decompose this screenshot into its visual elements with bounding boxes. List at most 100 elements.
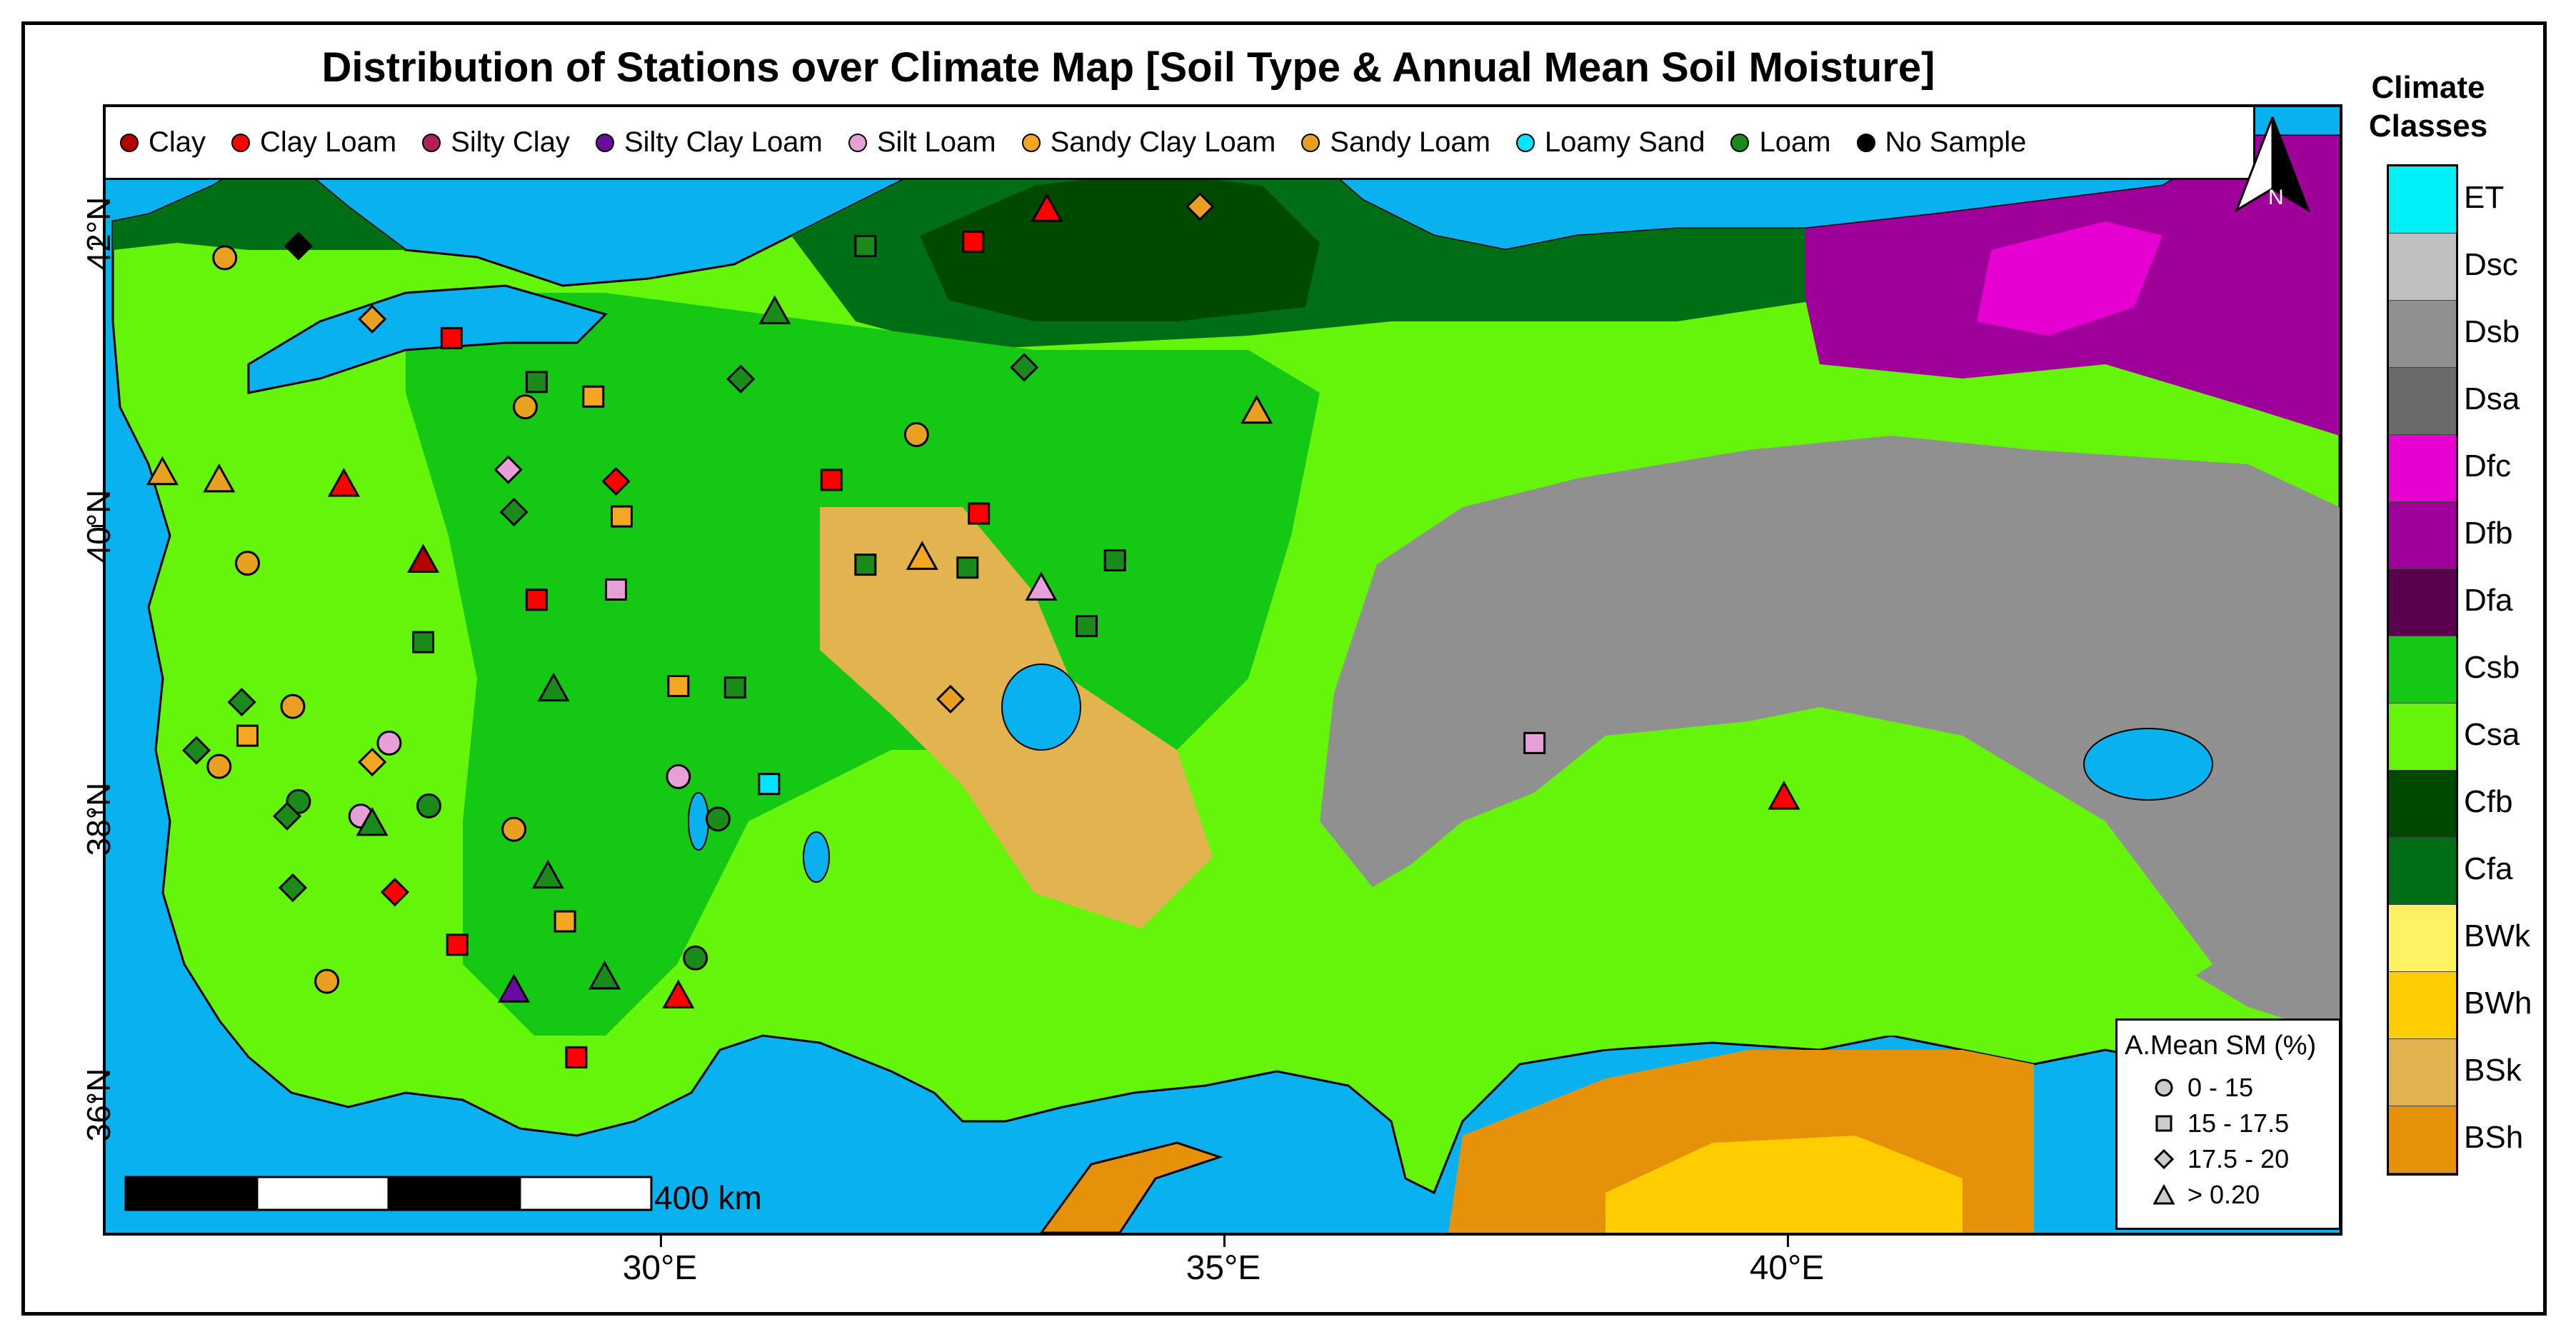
soil-type-legend: Clay Clay Loam Silty Clay Silty Clay Loam Si…	[106, 107, 2255, 180]
sm-legend-item: 17.5 - 20	[2125, 1141, 2332, 1177]
lon-label-30: 30°E	[622, 1249, 698, 1287]
station-marker	[683, 945, 708, 971]
stations-layer	[146, 192, 1800, 1068]
climate-label-cfa: Cfa	[2464, 851, 2513, 886]
triangle-icon	[2153, 1184, 2175, 1205]
soil-legend-item: No Sample	[1856, 126, 2027, 159]
soil-legend-item: Silty Clay	[422, 126, 570, 159]
climate-swatch-dsc	[2389, 234, 2456, 301]
tick-30e	[660, 1236, 662, 1247]
station-marker	[854, 234, 877, 257]
soil-color-dot-icon	[120, 133, 139, 152]
lake-beysehir	[803, 831, 830, 883]
sm-legend-item: > 0.20	[2125, 1177, 2332, 1213]
soil-moisture-legend: A.Mean SM (%) 0 - 15 15 - 17.5 17.5 - 20…	[2115, 1018, 2341, 1230]
station-marker	[962, 230, 985, 253]
station-marker	[1103, 549, 1126, 571]
climate-legend-title-line2: Classes	[2368, 109, 2488, 144]
station-marker	[1010, 353, 1039, 382]
diamond-icon	[2153, 1148, 2175, 1170]
soil-legend-item: Loamy Sand	[1515, 126, 1705, 159]
station-marker	[212, 245, 238, 271]
soil-legend-label: Silty Clay	[451, 126, 570, 158]
station-marker	[525, 589, 548, 611]
station-marker	[358, 747, 387, 777]
soil-legend-label: Loam	[1759, 126, 1831, 158]
figure-frame	[21, 21, 2547, 1316]
climate-swatch-bwh	[2389, 972, 2456, 1039]
station-marker	[380, 877, 410, 907]
soil-legend-label: No Sample	[1885, 126, 2027, 158]
station-marker	[758, 295, 791, 325]
soil-legend-label: Silt Loam	[876, 126, 996, 158]
soil-legend-label: Clay	[149, 126, 206, 158]
climate-label-csa: Csa	[2464, 717, 2520, 752]
station-marker	[610, 505, 633, 528]
tick-35e	[1223, 1236, 1226, 1247]
climate-label-csb: Csb	[2464, 650, 2520, 685]
map-title: Distribution of Stations over Climate Ma…	[321, 44, 1935, 91]
soil-legend-item: Loam	[1730, 126, 1831, 159]
climate-legend-title: Climate Classes	[2357, 69, 2500, 146]
station-marker	[446, 933, 468, 956]
station-marker	[705, 806, 731, 832]
northeast-dfc-patch	[1977, 221, 2162, 336]
station-marker	[723, 676, 746, 699]
station-marker	[956, 556, 979, 579]
station-marker	[553, 910, 576, 933]
climate-label-dsc: Dsc	[2464, 247, 2518, 282]
station-marker	[1241, 394, 1273, 424]
scale-bar-label: 400 km	[654, 1179, 762, 1216]
station-marker	[1768, 780, 1800, 810]
sm-legend-label: > 0.20	[2187, 1180, 2260, 1209]
climate-label-cfb: Cfb	[2464, 784, 2513, 819]
soil-color-dot-icon	[231, 133, 251, 152]
climate-swatch-et	[2389, 166, 2456, 234]
soil-legend-label: Sandy Loam	[1330, 126, 1490, 158]
station-marker	[1186, 192, 1215, 221]
station-marker	[358, 304, 387, 334]
climate-swatch-dfb	[2389, 502, 2456, 569]
soil-color-dot-icon	[1021, 133, 1041, 152]
cfb-forest-core	[920, 171, 1320, 321]
station-marker	[512, 394, 538, 420]
station-marker	[601, 466, 631, 496]
lat-label-42: 42°N	[80, 196, 117, 271]
station-marker	[236, 724, 259, 747]
station-marker	[412, 631, 435, 654]
climate-label-bwk: BWk	[2464, 918, 2530, 953]
soil-color-dot-icon	[422, 133, 441, 152]
climate-swatch-cfb	[2389, 771, 2456, 838]
climate-label-dsb: Dsb	[2464, 314, 2520, 349]
station-marker	[531, 859, 564, 889]
sm-legend-item: 0 - 15	[2125, 1070, 2332, 1106]
station-marker	[758, 773, 781, 796]
soil-legend-item: Silt Loam	[848, 126, 996, 159]
station-marker	[605, 578, 628, 601]
station-marker	[234, 551, 260, 576]
climate-label-bsk: BSk	[2464, 1053, 2522, 1088]
sm-legend-title: A.Mean SM (%)	[2125, 1031, 2317, 1061]
climate-swatch-cfa	[2389, 838, 2456, 905]
station-marker	[407, 544, 440, 573]
station-marker	[588, 960, 621, 990]
soil-color-dot-icon	[1301, 133, 1320, 152]
station-marker	[284, 231, 314, 261]
climate-label-dsa: Dsa	[2464, 381, 2520, 416]
station-marker	[227, 687, 256, 717]
map-canvas	[111, 134, 2340, 1233]
climate-swatch-csb	[2389, 636, 2456, 703]
tick-36n	[91, 1098, 103, 1100]
station-marker	[666, 763, 691, 789]
station-marker	[1025, 571, 1058, 601]
southeast-bwh-patch	[1605, 1136, 1963, 1233]
station-marker	[499, 497, 528, 527]
station-marker	[906, 541, 938, 570]
sm-legend-label: 17.5 - 20	[2187, 1144, 2290, 1173]
station-marker	[416, 793, 442, 818]
soil-color-dot-icon	[1856, 133, 1875, 152]
station-marker	[903, 421, 929, 447]
soil-legend-label: Sandy Clay Loam	[1050, 126, 1276, 158]
soil-legend-label: Loamy Sand	[1544, 126, 1705, 158]
soil-color-dot-icon	[1730, 133, 1750, 152]
